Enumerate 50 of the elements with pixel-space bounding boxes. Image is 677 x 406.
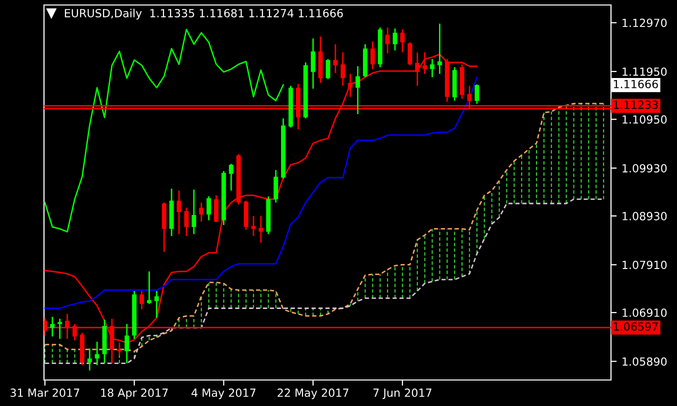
y-tick-label: 1.12970 xyxy=(622,18,667,28)
candlestick xyxy=(400,28,405,54)
x-tick-label: 7 Jun 2017 xyxy=(373,388,432,399)
candlestick xyxy=(356,66,360,115)
candlestick xyxy=(251,215,256,237)
candlestick xyxy=(310,38,316,90)
candlestick xyxy=(192,188,196,235)
candlestick xyxy=(408,42,412,66)
candlestick xyxy=(430,58,434,78)
line-series xyxy=(44,28,284,232)
line-series xyxy=(44,198,604,364)
ref-line-label: 1.11233 xyxy=(614,100,658,110)
candlestick xyxy=(370,40,375,70)
candlestick xyxy=(50,316,55,338)
candlestick xyxy=(385,26,390,54)
candlestick xyxy=(348,73,353,98)
x-tick-label: 22 May 2017 xyxy=(278,388,348,400)
y-tick-label: 1.09930 xyxy=(622,164,667,172)
candlestick xyxy=(340,52,346,87)
y-tick-label: 1.07910 xyxy=(622,260,667,270)
candlestick xyxy=(176,190,182,235)
candlestick xyxy=(199,202,204,222)
y-tick-label: 1.11950 xyxy=(622,67,667,76)
candlestick xyxy=(437,22,442,75)
candlestick xyxy=(140,290,144,310)
x-tick-label: 18 Apr 2017 xyxy=(101,388,168,400)
y-tick-label: 1.08930 xyxy=(622,212,667,220)
y-tick-label: 1.05890 xyxy=(622,357,667,366)
candlestick xyxy=(58,318,62,340)
candlestick xyxy=(258,215,264,244)
candlestick xyxy=(333,44,338,74)
line-series xyxy=(44,102,604,352)
chart-title: EURUSD,Daily 1.11335 1.11681 1.11274 1.11666 xyxy=(64,8,343,20)
x-tick-label: 4 May 2017 xyxy=(192,388,256,400)
line-series xyxy=(44,76,478,309)
candlestick xyxy=(474,84,480,105)
ref-line-label: 1.06597 xyxy=(614,322,658,331)
candlestick xyxy=(228,163,234,192)
text: 1.11666 xyxy=(614,80,658,88)
y-tick-label: 1.06910 xyxy=(622,308,667,317)
candlestick xyxy=(154,290,159,319)
candlestick xyxy=(274,169,278,204)
candlestick xyxy=(326,58,330,80)
candlestick xyxy=(214,194,218,223)
y-tick-label: 1.10950 xyxy=(622,115,667,124)
x-tick-label: 31 Mar 2017 xyxy=(10,388,80,397)
candlestick xyxy=(392,28,398,52)
candlestick xyxy=(146,270,152,305)
candlestick xyxy=(184,207,189,237)
candlestick xyxy=(206,196,212,221)
